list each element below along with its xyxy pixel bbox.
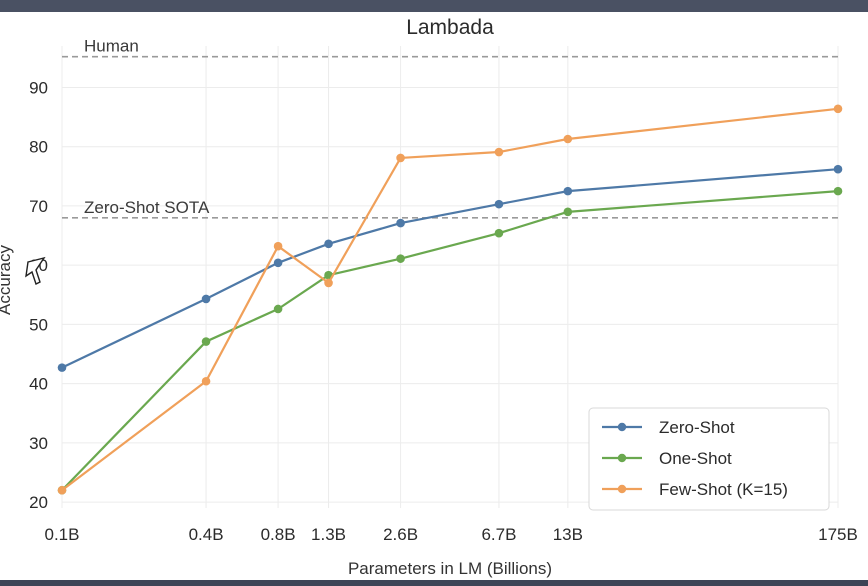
data-point-one-shot-13b: [563, 207, 573, 217]
x-tick-label-2-6b: 2.6B: [383, 525, 418, 544]
series-line-zero-shot: [61, 168, 839, 369]
data-point-few-shot-k-15-13b: [563, 134, 573, 144]
reference-lines: Human Zero-Shot SOTA: [62, 37, 838, 219]
y-tick-label-40: 40: [29, 375, 48, 394]
data-point-one-shot-175b: [833, 186, 843, 196]
legend-label-zero-shot: Zero-Shot: [659, 418, 735, 437]
data-point-zero-shot-6-7b: [494, 199, 504, 209]
data-point-zero-shot-0-4b: [201, 294, 211, 304]
data-point-one-shot-0-4b: [201, 337, 211, 346]
x-tick-label-0-4b: 0.4B: [189, 525, 224, 544]
data-point-one-shot-0-8b: [273, 304, 283, 314]
x-axis-title: Parameters in LM (Billions): [348, 559, 552, 578]
legend-box: [588, 407, 830, 511]
window-top-bar: [0, 0, 868, 12]
legend-marker-few-shot: [617, 484, 627, 494]
x-tick-label-1-3b: 1.3B: [311, 525, 346, 544]
legend-entry-zero-shot: Zero-Shot: [602, 418, 735, 437]
legend-label-few-shot: Few-Shot (K=15): [659, 480, 788, 499]
legend-marker-zero-shot: [617, 422, 627, 432]
data-point-zero-shot-13b: [563, 186, 573, 196]
y-tick-label-30: 30: [29, 434, 48, 453]
y-tick-label-70: 70: [29, 197, 48, 216]
series-line-one-shot: [61, 190, 839, 491]
y-tick-labels: 2030405060708090: [29, 78, 48, 512]
window-bottom-bar: [0, 580, 868, 586]
x-tick-label-0-1b: 0.1B: [45, 525, 80, 544]
data-point-few-shot-k-15-6-7b: [494, 147, 504, 157]
data-point-zero-shot-2-6b: [396, 218, 405, 228]
data-point-few-shot-k-15-175b: [833, 104, 843, 114]
reference-label-human: Human: [84, 37, 139, 56]
data-point-few-shot-k-15-2-6b: [396, 153, 405, 163]
legend-entry-few-shot: Few-Shot (K=15): [602, 480, 788, 499]
data-point-few-shot-k-15-0-4b: [201, 376, 211, 386]
x-tick-labels: 0.1B 0.4B 0.8B 1.3B 2.6B 6.7B 13B 175B: [45, 525, 858, 544]
data-point-zero-shot-1-3b: [324, 239, 333, 249]
y-tick-label-80: 80: [29, 138, 48, 157]
data-point-few-shot-k-15-0-1b: [57, 485, 67, 495]
legend: Zero-Shot One-Shot Few-Shot (K=15): [588, 407, 830, 511]
x-tick-label-13b: 13B: [553, 525, 583, 544]
x-tick-label-175b: 175B: [818, 525, 858, 544]
data-point-few-shot-k-15-1-3b: [324, 278, 333, 288]
legend-label-one-shot: One-Shot: [659, 449, 732, 468]
y-axis-title: Accuracy: [0, 245, 14, 315]
y-tick-label-50: 50: [29, 315, 48, 334]
data-point-one-shot-6-7b: [494, 228, 504, 238]
y-tick-label-20: 20: [29, 493, 48, 512]
data-point-one-shot-2-6b: [396, 254, 405, 263]
reference-label-zero-shot-sota: Zero-Shot SOTA: [84, 198, 210, 217]
data-point-zero-shot-0-8b: [273, 258, 283, 268]
legend-marker-one-shot: [617, 453, 627, 463]
x-tick-label-0-8b: 0.8B: [261, 525, 296, 544]
x-tick-label-6-7b: 6.7B: [481, 525, 516, 544]
chart-title: Lambada: [406, 16, 494, 39]
mouse-cursor-icon: [25, 256, 46, 285]
data-point-zero-shot-175b: [833, 164, 843, 174]
series-group: [57, 104, 843, 495]
data-point-few-shot-k-15-0-8b: [273, 241, 283, 251]
series-line-few-shot-k-15: [61, 107, 839, 492]
grid: [61, 46, 839, 508]
y-tick-label-90: 90: [29, 78, 48, 97]
legend-entry-one-shot: One-Shot: [602, 449, 732, 468]
data-point-zero-shot-0-1b: [57, 363, 67, 372]
